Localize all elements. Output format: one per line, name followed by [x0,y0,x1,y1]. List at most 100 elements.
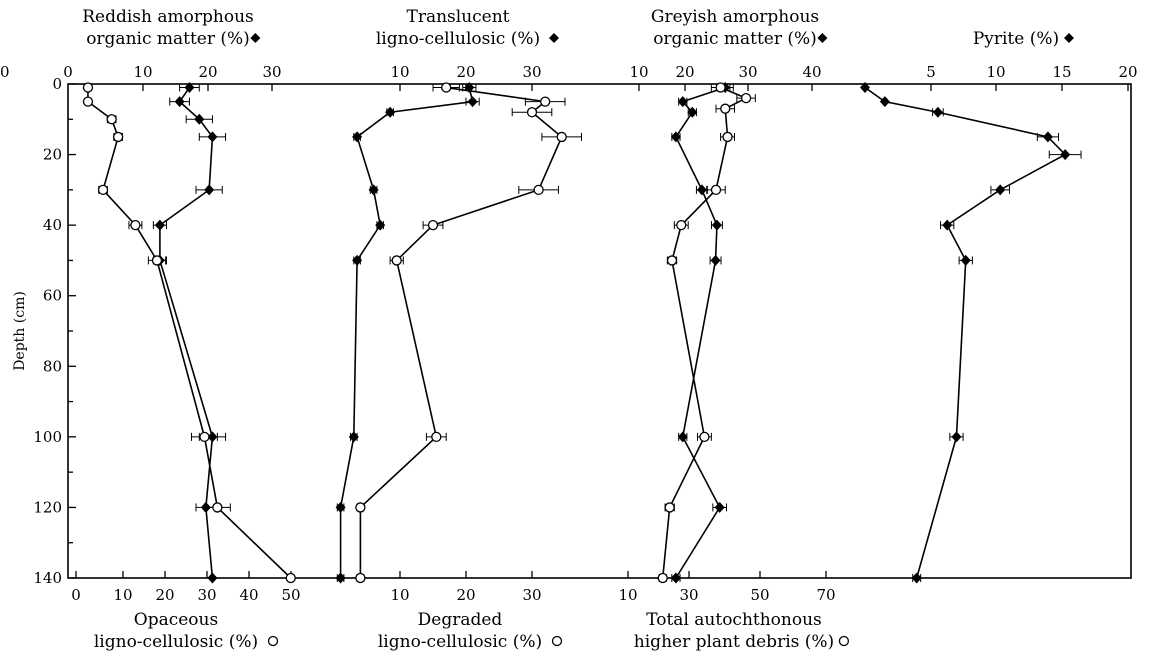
data-point-circle [83,97,92,106]
series-line [663,88,746,578]
bottom-tick-label: 10 [618,586,637,604]
legend-circle-marker [839,637,848,646]
data-point-diamond [468,96,478,107]
series-line [865,88,1065,578]
data-point-circle [528,108,537,117]
top-tick-label: 20 [1118,63,1137,81]
y-tick-label: 20 [43,146,62,164]
ticks-layer [68,84,1128,578]
y-axis-label: Depth (cm) [12,291,28,371]
data-point-diamond [715,502,725,513]
data-point-diamond [204,184,214,195]
data-point-circle [665,503,674,512]
plot-frame [68,84,1131,578]
data-point-circle [667,256,676,265]
data-point-diamond [711,255,721,266]
data-point-diamond [942,220,952,231]
bottom-tick-label: 10 [390,586,409,604]
data-point-circle [723,132,732,141]
data-point-circle [429,221,438,230]
top-axis-title: Reddish amorphous [82,7,254,27]
data-point-circle [677,221,686,230]
y-tick-label: 80 [43,357,62,375]
data-point-circle [716,83,725,92]
y-tick-label: 140 [33,569,62,587]
bottom-tick-label: 20 [155,586,174,604]
bottom-tick-label: 20 [456,586,475,604]
data-point-diamond [933,107,943,118]
series-line [360,88,561,578]
data-point-diamond [961,255,971,266]
top-tick-label: 30 [522,63,541,81]
data-point-circle [700,432,709,441]
top-tick-label: 30 [738,63,757,81]
data-point-circle [721,104,730,113]
bottom-tick-label: 0 [71,586,81,604]
bottom-axis-title: Total autochthonous [646,610,822,630]
bottom-tick-label: 70 [816,586,835,604]
data-point-circle [658,574,667,583]
top-axis-title: Translucent [406,7,509,27]
data-point-diamond [697,184,707,195]
data-point-diamond [995,184,1005,195]
bottom-tick-label: 10 [113,586,132,604]
data-point-circle [356,503,365,512]
legend-circle-marker [553,637,562,646]
y-tick-label: 100 [33,428,62,446]
y-tick-label: 60 [43,287,62,305]
data-point-circle [99,185,108,194]
data-point-circle [711,185,720,194]
data-point-diamond [678,431,688,442]
data-point-circle [286,574,295,583]
legend-diamond-marker [1064,33,1074,43]
y-tick-label: 40 [43,216,62,234]
frame-layer [68,84,1131,578]
bottom-axis-title: higher plant debris (%) [634,632,834,652]
data-point-diamond [951,431,961,442]
data-point-circle [114,132,123,141]
data-point-circle [392,256,401,265]
data-point-circle [432,432,441,441]
series-line [88,88,291,578]
top-axis-title: ligno-cellulosic (%) [376,29,540,49]
data-point-circle [557,132,566,141]
top-tick-label: 15 [1052,63,1071,81]
top-axis-title: organic matter (%) [653,29,817,49]
y-tick-label: 120 [33,498,62,516]
top-tick-label: 10 [133,63,152,81]
bottom-axis-title: ligno-cellulosic (%) [378,632,542,652]
legend-diamond-marker [817,33,827,43]
bottom-tick-label: 40 [239,586,258,604]
top-tick-label: 10 [986,63,1005,81]
data-point-circle [742,94,751,103]
bottom-tick-label: 30 [679,586,698,604]
top-axis-title: organic matter (%) [86,29,250,49]
top-tick-label: 20 [198,63,217,81]
legend-circle-marker [269,637,278,646]
data-point-circle [200,432,209,441]
top-tick-label: 10 [629,63,648,81]
data-point-circle [356,574,365,583]
data-point-circle [107,115,116,124]
legend-diamond-marker [250,33,260,43]
top-axis-title: Pyrite (%) [973,29,1059,49]
top-tick-label: 50 [0,63,10,81]
bottom-tick-label: 30 [197,586,216,604]
top-tick-label: 40 [802,63,821,81]
bottom-tick-label: 30 [522,586,541,604]
legend-diamond-marker [549,33,559,43]
top-tick-label: 10 [390,63,409,81]
data-point-diamond [671,573,681,584]
bottom-tick-label: 50 [750,586,769,604]
top-tick-label: 20 [675,63,694,81]
data-point-circle [541,97,550,106]
bottom-axis-title: Opaceous [134,610,218,630]
top-tick-label: 20 [456,63,475,81]
data-point-circle [131,221,140,230]
data-point-circle [442,83,451,92]
data-point-circle [152,256,161,265]
data-point-circle [534,185,543,194]
series-layer [83,82,1081,583]
top-tick-label: 0 [63,63,73,81]
data-point-diamond [880,96,890,107]
